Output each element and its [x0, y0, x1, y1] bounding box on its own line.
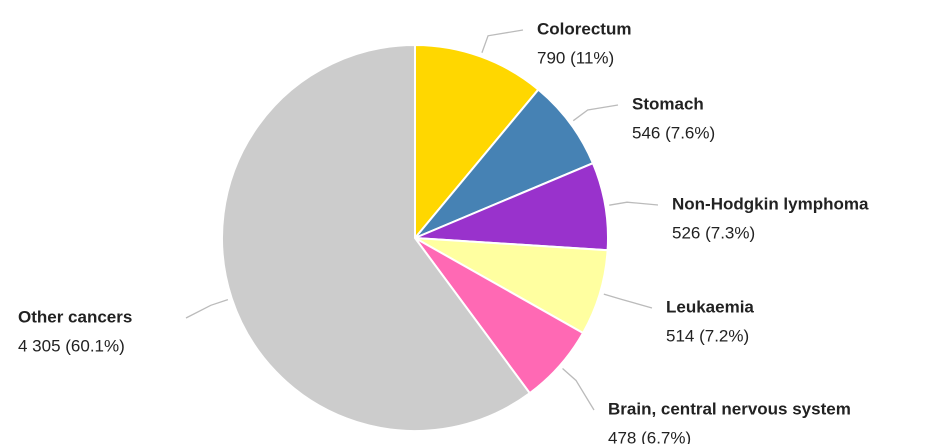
slice-label: Brain, central nervous system — [608, 399, 851, 418]
slice-label: Colorectum — [537, 19, 631, 38]
leader-line — [481, 29, 524, 53]
slice-value-label: 526 (7.3%) — [672, 223, 755, 242]
slice-value-label: 514 (7.2%) — [666, 326, 749, 345]
slice-label: Leukaemia — [666, 297, 754, 316]
pie-slice — [414, 43, 540, 241]
slice-value-label: 546 (7.6%) — [632, 123, 715, 142]
slice-label: Other cancers — [18, 307, 132, 326]
leader-line — [603, 293, 653, 309]
leader-line — [562, 368, 595, 411]
leader-line — [185, 299, 229, 319]
slice-label: Non-Hodgkin lymphoma — [672, 194, 869, 213]
pie-slice — [221, 43, 532, 432]
slice-value-label: 4 305 (60.1%) — [18, 336, 125, 355]
slice-label: Stomach — [632, 94, 704, 113]
leader-line — [609, 201, 659, 206]
leader-line — [572, 104, 619, 122]
slice-value-label: 478 (6.7%) — [608, 428, 691, 444]
slice-value-label: 790 (11%) — [537, 48, 614, 67]
